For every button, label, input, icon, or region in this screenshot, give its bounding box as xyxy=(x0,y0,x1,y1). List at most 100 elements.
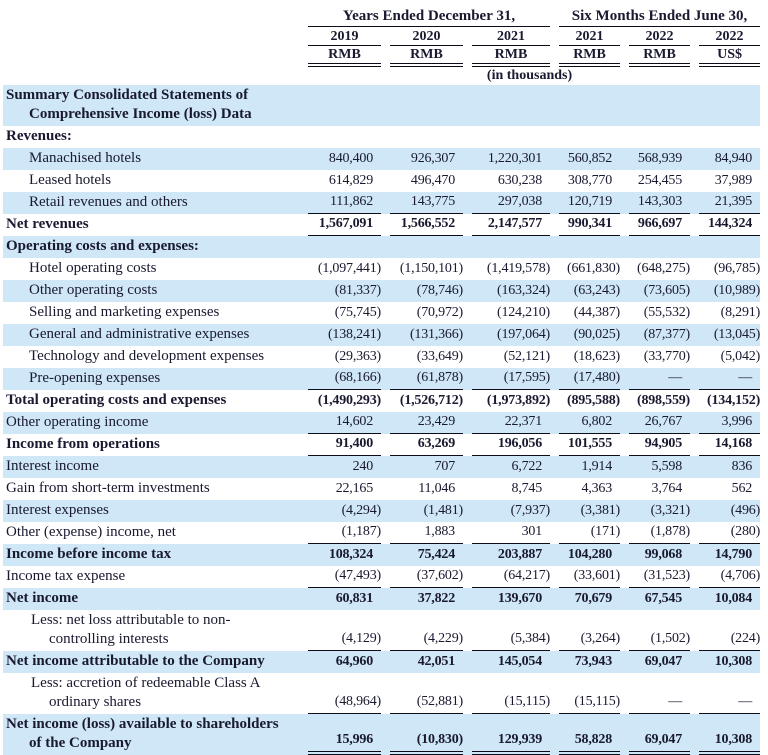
value-cell: 8,745 xyxy=(463,478,550,500)
value-cell xyxy=(690,85,761,126)
cell-value: 37,822 xyxy=(417,591,456,606)
value-cell: (18,623) xyxy=(550,346,620,368)
value-cell: 64,960 xyxy=(299,651,381,673)
cell-value: 5,598 xyxy=(651,459,683,474)
value-cell: 196,056 xyxy=(463,434,551,456)
table-row: Income before income tax 108,324 75,424 203… xyxy=(3,544,761,566)
value-cell: (163,324) xyxy=(463,280,550,302)
cell-value: 99,068 xyxy=(644,547,683,562)
cell-value: (33,649) xyxy=(416,349,463,364)
value-cell: 308,770 xyxy=(550,170,620,192)
cell-value: 73,943 xyxy=(574,654,613,669)
value-cell: (5,384) xyxy=(463,610,550,651)
row-label: Other operating costs xyxy=(29,282,158,298)
value-cell: (171) xyxy=(550,522,620,544)
table-row: Net income attributable to the Company 64… xyxy=(3,651,761,673)
table-row: Selling and marketing expenses (75,745) (7… xyxy=(3,302,760,324)
cell-value: (134,152) xyxy=(707,393,761,408)
cell-value: (138,241) xyxy=(327,327,381,342)
year-header: 2021 xyxy=(559,29,621,46)
value-cell: 966,697 xyxy=(620,214,691,236)
value-cell: (55,532) xyxy=(620,302,690,324)
row-label-cell: Other operating costs xyxy=(3,280,299,302)
value-cell: (1,150,101) xyxy=(381,258,463,280)
cell-value: (17,480) xyxy=(559,369,620,390)
value-cell: 23,429 xyxy=(381,412,463,434)
value-cell: 21,395 xyxy=(690,192,761,214)
cell-value: 26,767 xyxy=(629,413,691,434)
value-cell: 14,790 xyxy=(690,544,761,566)
cell-value: (280) xyxy=(699,523,760,544)
value-cell: (1,973,892) xyxy=(463,390,550,412)
cell-value: (75,745) xyxy=(334,305,381,320)
value-cell: 240 xyxy=(299,456,381,478)
value-cell: (3,381) xyxy=(550,500,620,522)
row-label-cell: Pre-opening expenses xyxy=(3,368,299,390)
value-cell: 1,566,552 xyxy=(381,214,463,236)
row-label: Other (expense) income, net xyxy=(6,524,176,540)
value-cell: 37,989 xyxy=(690,170,760,192)
value-cell xyxy=(620,85,691,126)
cell-value: (648,275) xyxy=(637,261,691,276)
value-cell xyxy=(620,236,691,258)
value-cell: 10,308 xyxy=(690,714,761,755)
colgroup-years-ended: Years Ended December 31, xyxy=(299,8,551,27)
value-cell: 560,852 xyxy=(550,148,621,170)
table-row: Pre-opening expenses (68,166) (61,878) (17,… xyxy=(3,368,761,390)
value-cell: 120,719 xyxy=(550,192,621,214)
value-cell xyxy=(690,126,760,148)
cell-value: 23,429 xyxy=(390,413,463,434)
value-cell: (280) xyxy=(690,522,760,544)
value-cell: (3,321) xyxy=(620,500,690,522)
cell-value: (70,972) xyxy=(416,305,463,320)
value-cell: 203,887 xyxy=(463,544,551,566)
cell-value: (895,588) xyxy=(567,393,621,408)
row-label: Pre-opening expenses xyxy=(29,370,161,386)
cell-value: 1,566,552 xyxy=(390,215,463,236)
table-row: Income tax expense (47,493) (37,602) (64,21… xyxy=(3,566,760,588)
value-cell xyxy=(690,236,761,258)
value-cell: (895,588) xyxy=(550,390,620,412)
value-cell: 3,996 xyxy=(690,412,761,434)
colgroup-six-months-label: Six Months Ended June 30, xyxy=(559,8,761,27)
value-cell: 69,047 xyxy=(620,651,691,673)
cell-value: 101,555 xyxy=(559,435,621,456)
cell-value: — xyxy=(699,369,761,390)
value-cell: (124,210) xyxy=(463,302,550,324)
cell-value: (1,502) xyxy=(629,630,690,651)
units-note: (in thousands) xyxy=(486,68,573,83)
value-cell: (138,241) xyxy=(299,324,381,346)
cell-value: 562 xyxy=(731,481,753,496)
row-label-cell: Selling and marketing expenses xyxy=(3,302,299,324)
cell-value: — xyxy=(629,369,691,390)
income-statement-table: Years Ended December 31, Six Months Ende… xyxy=(3,8,760,755)
cell-value: 308,770 xyxy=(567,173,613,188)
cell-value: (96,785) xyxy=(713,261,761,276)
value-cell: — xyxy=(690,368,761,390)
value-cell: (1,526,712) xyxy=(381,390,463,412)
value-cell: 73,943 xyxy=(550,651,621,673)
cell-value: (1,526,712) xyxy=(399,393,463,408)
cell-value: 840,400 xyxy=(328,151,373,166)
cell-value: (4,294) xyxy=(341,503,382,518)
value-cell xyxy=(299,236,381,258)
value-cell: — xyxy=(690,673,761,714)
table-row: Net revenues 1,567,091 1,566,552 2,147,577 9… xyxy=(3,214,761,236)
cell-value: (171) xyxy=(559,523,620,544)
value-cell: (4,129) xyxy=(299,610,381,651)
cell-value: (1,150,101) xyxy=(399,261,463,276)
cell-value: 707 xyxy=(434,459,456,474)
row-label-cell: Leased hotels xyxy=(3,170,299,192)
value-cell: (29,363) xyxy=(299,346,381,368)
cell-value: (81,337) xyxy=(334,283,381,298)
cell-value: 64,960 xyxy=(335,654,374,669)
value-cell: 104,280 xyxy=(550,544,621,566)
cell-value: 139,670 xyxy=(497,591,543,606)
value-cell: 297,038 xyxy=(463,192,551,214)
row-label: Leased hotels xyxy=(29,172,112,188)
cell-value: 63,269 xyxy=(390,435,463,456)
cell-value: (124,210) xyxy=(497,305,551,320)
cell-value: (18,623) xyxy=(573,349,621,364)
cell-value: (64,217) xyxy=(472,567,550,588)
cell-value: (163,324) xyxy=(497,283,551,298)
